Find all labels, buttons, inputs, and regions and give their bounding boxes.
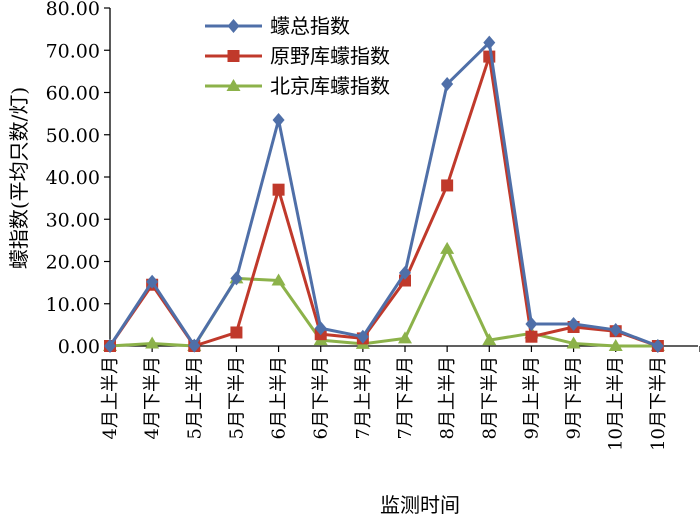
x-tick-label: 5月下半月 <box>226 356 247 439</box>
x-tick-label: 6月下半月 <box>311 356 332 439</box>
triangle-marker <box>145 336 160 349</box>
diamond-marker <box>146 274 159 289</box>
triangle-marker <box>440 241 455 254</box>
diamond-marker <box>188 338 201 353</box>
square-marker <box>230 326 243 339</box>
triangle-marker <box>608 339 623 351</box>
legend-label: 蠓总指数 <box>270 14 350 38</box>
diamond-marker <box>441 77 454 92</box>
legend-label: 原野库蠓指数 <box>270 44 390 68</box>
legend-item: 北京库蠓指数 <box>205 74 390 98</box>
triangle-marker <box>271 273 286 286</box>
triangle-marker <box>482 333 497 346</box>
square-marker <box>227 50 240 62</box>
diamond-marker <box>272 112 285 127</box>
legend-item: 蠓总指数 <box>205 14 350 38</box>
triangle-marker <box>566 336 581 349</box>
x-tick-label: 6月上半月 <box>269 356 290 439</box>
x-tick-label: 8月上半月 <box>437 356 458 439</box>
x-tick-label: 10月下半月 <box>648 356 669 451</box>
diamond-marker <box>314 321 327 336</box>
x-tick-label: 4月上半月 <box>100 356 121 439</box>
diamond-marker <box>356 329 369 344</box>
x-tick-labels: 4月上半月 4月下半月 5月上半月 5月下半月 6月上半月 6月下半月 7月上半月 7月下半月… <box>100 356 669 451</box>
diamond-marker <box>483 35 496 50</box>
y-tick-label: 30.00 <box>46 209 100 231</box>
series-layer <box>103 35 665 353</box>
x-tick-label: 10月上半月 <box>606 356 627 451</box>
x-tick-label: 7月下半月 <box>395 356 416 439</box>
diamond-marker <box>230 271 243 286</box>
y-tick-label: 50.00 <box>46 125 100 147</box>
legend-item: 原野库蠓指数 <box>205 44 390 68</box>
series-line <box>108 41 659 348</box>
y-tick-label: 0.00 <box>58 336 100 358</box>
y-tick-label: 80.00 <box>46 0 100 20</box>
x-tick-label: 9月上半月 <box>521 356 542 439</box>
diamond-marker <box>567 317 580 332</box>
diamond-marker <box>651 339 664 353</box>
y-axis-title: 蠓指数(平均只数/灯) <box>7 87 31 269</box>
diamond-marker <box>104 339 116 353</box>
diamond-marker <box>399 265 411 280</box>
triangle-marker <box>398 331 412 344</box>
y-tick-label: 70.00 <box>46 40 100 62</box>
x-tick-label: 5月上半月 <box>184 356 205 439</box>
series-line <box>108 55 659 348</box>
x-tick-label: 9月下半月 <box>564 356 585 439</box>
x-tick-label: 8月下半月 <box>479 356 500 439</box>
diamond-marker <box>227 19 240 33</box>
y-tick-label: 20.00 <box>46 252 100 274</box>
legend-label: 北京库蠓指数 <box>270 74 390 98</box>
x-tick-label: 7月上半月 <box>353 356 374 439</box>
series-0 <box>104 35 664 353</box>
y-tick-labels: 0.00 10.00 20.00 30.00 40.00 50.00 60.00 70.00 8… <box>46 0 100 358</box>
y-tick-label: 40.00 <box>46 167 100 189</box>
square-marker <box>525 330 538 343</box>
x-axis-title: 监测时间 <box>380 493 460 517</box>
square-marker <box>272 183 285 196</box>
x-tick-label: 4月下半月 <box>142 356 163 439</box>
triangle-marker <box>226 79 241 91</box>
y-tick-label: 60.00 <box>46 83 100 105</box>
square-marker <box>441 179 454 192</box>
diamond-marker <box>525 317 538 332</box>
diamond-marker <box>609 322 622 337</box>
axes <box>104 7 700 352</box>
y-tick-label: 10.00 <box>46 294 100 316</box>
